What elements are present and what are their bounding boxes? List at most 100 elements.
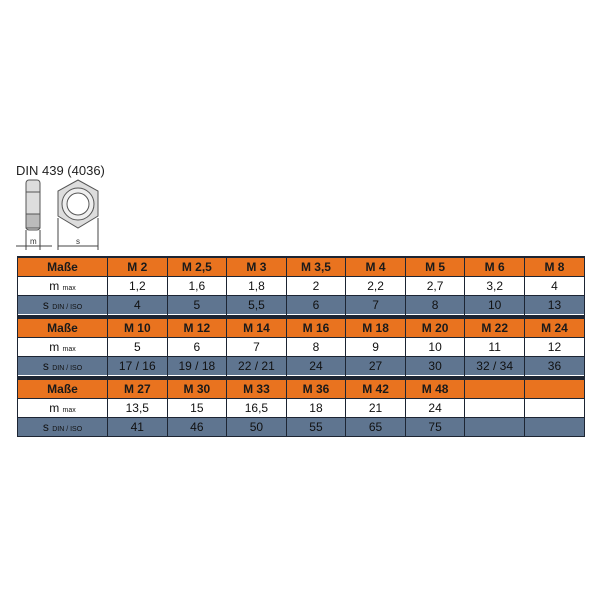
size-cell: M 18 (345, 318, 406, 338)
dim-m-label: m (30, 237, 37, 246)
value-cell: 8 (285, 337, 346, 357)
size-cell: M 30 (166, 379, 227, 399)
size-cell: M 27 (107, 379, 168, 399)
size-cell: M 10 (107, 318, 168, 338)
size-cell: M 3 (226, 257, 287, 277)
size-cell: M 36 (285, 379, 346, 399)
value-cell: 2,7 (404, 276, 465, 296)
size-cell: M 24 (523, 318, 584, 338)
row-label: Maße (18, 379, 108, 399)
size-cell: M 14 (226, 318, 287, 338)
nut-drawing: m s (16, 179, 99, 250)
size-cell: M 20 (404, 318, 465, 338)
symbol: m (49, 279, 60, 293)
value-cell: 19 / 18 (166, 356, 227, 376)
value-cell: 22 / 21 (226, 356, 287, 376)
table-block: Maße M 10 M 12 M 14 M 16 M 18 M 20 M 22 M 24 m ma… (18, 318, 584, 376)
value-cell: 65 (345, 417, 406, 436)
row-label: m max (18, 398, 108, 418)
size-cell: M 6 (464, 257, 525, 277)
size-cell: M 5 (404, 257, 465, 277)
header-row: Maße M 27 M 30 M 33 M 36 M 42 M 48 (18, 379, 584, 399)
nut-front-view-icon (57, 179, 99, 229)
value-cell: 1,6 (166, 276, 227, 296)
value-cell: 10 (404, 337, 465, 357)
value-cell: 6 (166, 337, 227, 357)
value-cell: 5 (166, 295, 227, 315)
row-label: Maße (18, 318, 108, 338)
row-label: s DIN / ISO (18, 356, 108, 376)
size-cell: M 2 (107, 257, 168, 277)
value-cell: 13,5 (107, 398, 168, 418)
value-cell: 12 (523, 337, 584, 357)
subscript: DIN / ISO (52, 426, 83, 433)
size-cell: M 4 (345, 257, 406, 277)
value-cell (523, 417, 584, 436)
value-cell (523, 398, 584, 418)
subscript: DIN / ISO (52, 304, 83, 311)
value-cell: 75 (404, 417, 465, 436)
value-cell: 11 (464, 337, 525, 357)
size-cell (523, 379, 584, 399)
m-row: m max 1,2 1,6 1,8 2 2,2 2,7 3,2 4 (18, 276, 584, 296)
value-cell: 1,2 (107, 276, 168, 296)
size-cell: M 22 (464, 318, 525, 338)
size-cell: M 42 (345, 379, 406, 399)
value-cell: 7 (226, 337, 287, 357)
value-cell: 50 (226, 417, 287, 436)
value-cell: 9 (345, 337, 406, 357)
value-cell: 16,5 (226, 398, 287, 418)
value-cell: 6 (285, 295, 346, 315)
size-cell: M 12 (166, 318, 227, 338)
symbol: s (42, 420, 49, 434)
table-block: Maße M 27 M 30 M 33 M 36 M 42 M 48 m max 13,5 15 1… (18, 379, 584, 436)
size-cell: M 16 (285, 318, 346, 338)
row-label: m max (18, 337, 108, 357)
value-cell: 18 (285, 398, 346, 418)
nut-side-view-icon (25, 179, 41, 231)
value-cell: 36 (523, 356, 584, 376)
header-row: Maße M 10 M 12 M 14 M 16 M 18 M 20 M 22 M 24 (18, 318, 584, 338)
value-cell: 4 (107, 295, 168, 315)
subscript: max (62, 346, 76, 353)
value-cell: 27 (345, 356, 406, 376)
m-row: m max 5 6 7 8 9 10 11 12 (18, 337, 584, 357)
value-cell: 4 (523, 276, 584, 296)
s-row: s DIN / ISO 4 5 5,5 6 7 8 10 13 (18, 295, 584, 315)
value-cell: 2,2 (345, 276, 406, 296)
subscript: max (62, 407, 76, 414)
value-cell: 7 (345, 295, 406, 315)
size-cell (464, 379, 525, 399)
value-cell: 13 (523, 295, 584, 315)
value-cell: 8 (404, 295, 465, 315)
subscript: max (62, 285, 76, 292)
row-label: s DIN / ISO (18, 295, 108, 315)
symbol: s (42, 298, 49, 312)
size-cell: M 2,5 (166, 257, 227, 277)
value-cell: 2 (285, 276, 346, 296)
row-label: m max (18, 276, 108, 296)
value-cell: 5,5 (226, 295, 287, 315)
value-cell: 3,2 (464, 276, 525, 296)
size-cell: M 48 (404, 379, 465, 399)
row-label: s DIN / ISO (18, 417, 108, 436)
value-cell: 55 (285, 417, 346, 436)
value-cell: 30 (404, 356, 465, 376)
size-cell: M 33 (226, 379, 287, 399)
value-cell: 5 (107, 337, 168, 357)
value-cell: 32 / 34 (464, 356, 525, 376)
standard-title: DIN 439 (4036) (16, 163, 105, 178)
size-cell: M 8 (523, 257, 584, 277)
size-cell: M 3,5 (285, 257, 346, 277)
value-cell: 41 (107, 417, 168, 436)
value-cell (464, 398, 525, 418)
dim-s-label: s (76, 237, 80, 246)
subscript: DIN / ISO (52, 365, 83, 372)
value-cell: 46 (166, 417, 227, 436)
symbol: m (49, 340, 60, 354)
value-cell: 24 (285, 356, 346, 376)
value-cell: 15 (166, 398, 227, 418)
